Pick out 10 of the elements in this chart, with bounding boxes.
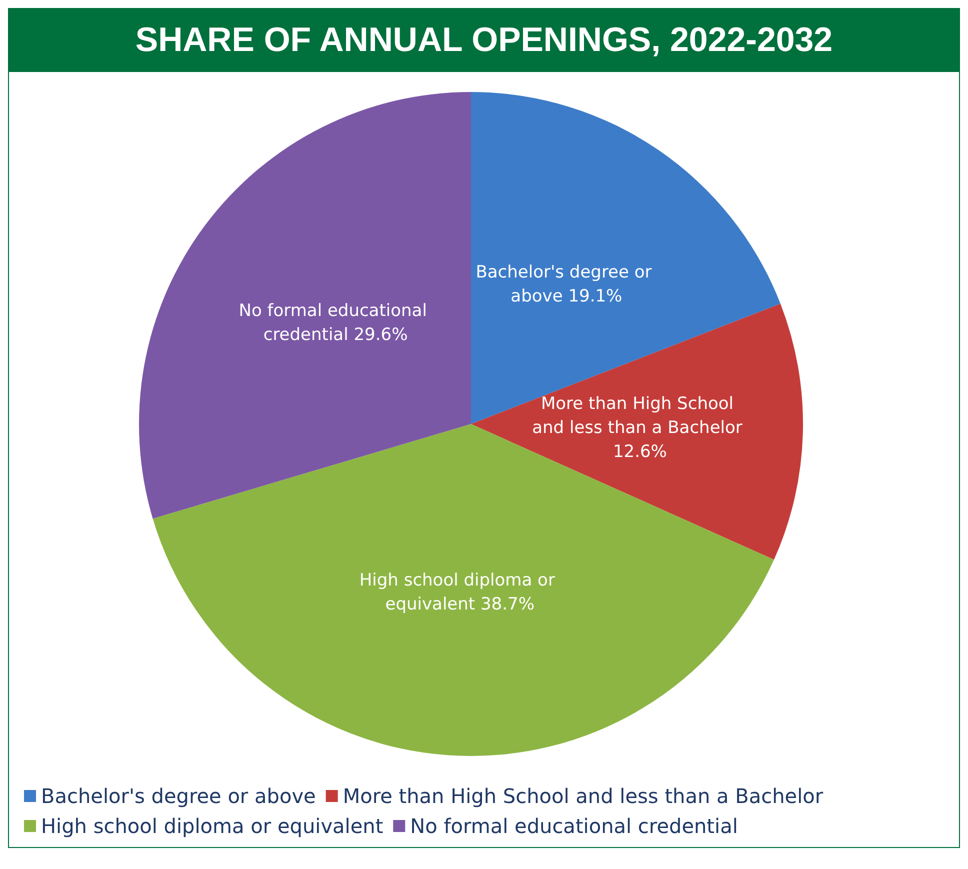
legend-label: Bachelor's degree or above [41, 784, 316, 808]
chart-title: SHARE OF ANNUAL OPENINGS, 2022-2032 [9, 9, 959, 72]
category-label: Bachelor's degree or above 19.1% [476, 262, 652, 307]
data-label: 12.6% [612, 442, 667, 462]
category-label: No formal educational credential 29.6% [238, 300, 427, 345]
legend-label: More than High School and less than a Bachelor [342, 784, 824, 808]
legend-label: High school diploma or equivalent [41, 814, 384, 838]
legend-label: No formal educational credential [410, 814, 738, 838]
slice-label: More than High School and less than a Bachelor [532, 394, 748, 438]
category-label: High school diploma or equivalent 38.7% [359, 570, 555, 615]
